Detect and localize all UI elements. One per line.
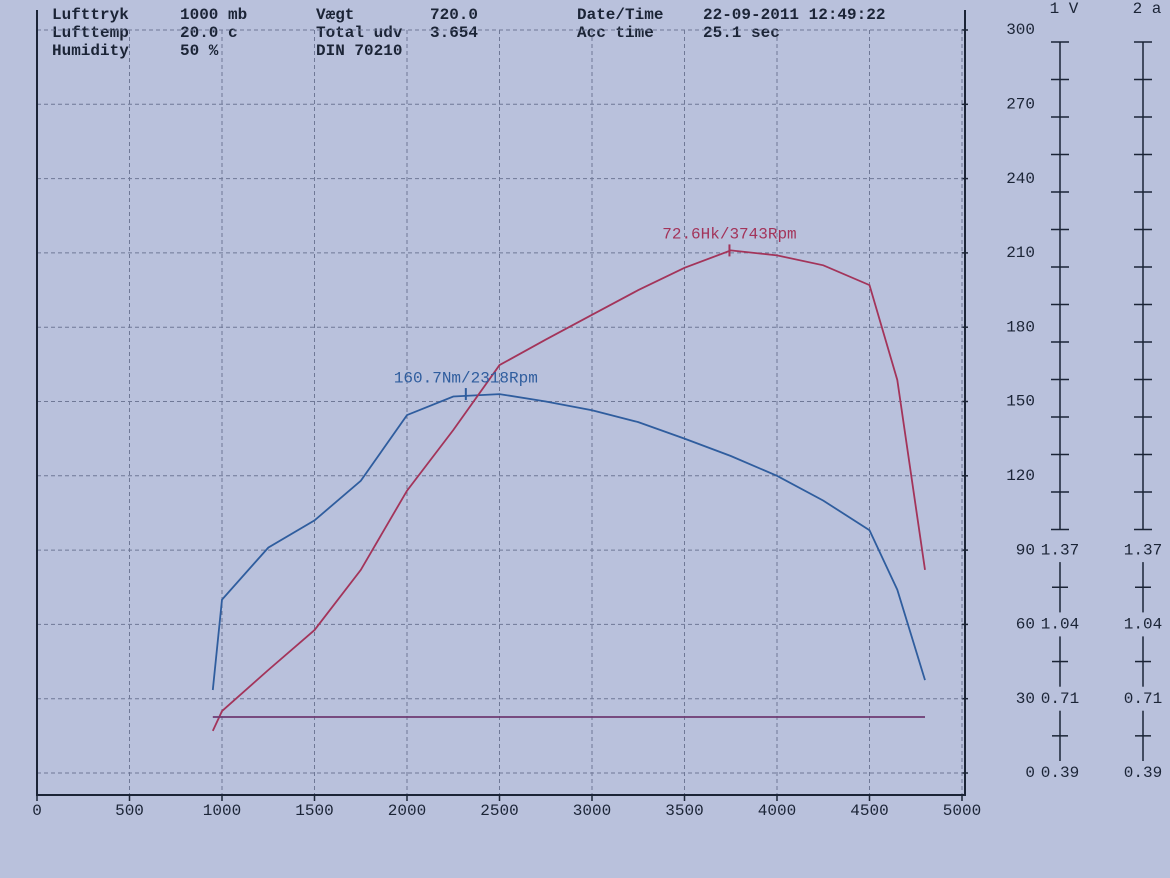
side-scale-label: 1.04 — [1124, 616, 1162, 634]
header-label: Humidity — [52, 42, 129, 60]
y-tick-label: 60 — [1016, 616, 1035, 634]
header-label: DIN 70210 — [316, 42, 402, 60]
y-tick-label: 240 — [1006, 170, 1035, 188]
side-scale-title: 1 V — [1050, 0, 1079, 18]
side-scale-label: 0.71 — [1124, 690, 1162, 708]
series-line — [211, 393, 926, 691]
side-scale-label: 1.04 — [1041, 616, 1079, 634]
series-line — [211, 249, 926, 732]
x-tick-label: 3000 — [573, 802, 611, 820]
side-scale-label: 1.37 — [1041, 541, 1079, 559]
header-label: Lufttryk — [52, 6, 129, 24]
side-scale-label: 0.39 — [1124, 764, 1162, 782]
header-value: 1000 mb — [180, 6, 247, 24]
header-label: Vægt — [316, 6, 354, 24]
plot-frame — [36, 10, 966, 796]
header-label: Acc time — [577, 24, 654, 42]
y-tick-label: 30 — [1016, 690, 1035, 708]
y-tick-label: 90 — [1016, 541, 1035, 559]
side-scale-label: 0.39 — [1041, 764, 1079, 782]
y-tick-label: 0 — [1025, 764, 1035, 782]
header-value: 50 % — [180, 42, 219, 60]
y-tick-label: 120 — [1006, 467, 1035, 485]
header-value: 20.0 c — [180, 24, 238, 42]
x-tick-label: 2000 — [388, 802, 426, 820]
header-value: 3.654 — [430, 24, 478, 42]
x-tick-label: 3500 — [665, 802, 703, 820]
x-tick-label: 0 — [32, 802, 42, 820]
x-tick-label: 1000 — [203, 802, 241, 820]
x-tick-label: 5000 — [943, 802, 981, 820]
y-tick-label: 300 — [1006, 21, 1035, 39]
side-scale-title: 2 a — [1133, 0, 1162, 18]
y-tick-label: 150 — [1006, 393, 1035, 411]
annotation-label: 72.6Hk/3743Rpm — [662, 226, 796, 244]
header-value: 25.1 sec — [703, 24, 780, 42]
x-tick-label: 1500 — [295, 802, 333, 820]
x-tick-label: 4500 — [850, 802, 888, 820]
x-tick-label: 2500 — [480, 802, 518, 820]
y-tick-label: 180 — [1006, 318, 1035, 336]
header-value: 22-09-2011 12:49:22 — [703, 6, 885, 24]
header-label: Total udv — [316, 24, 403, 42]
x-tick-label: 500 — [115, 802, 144, 820]
header-label: Lufttemp — [52, 24, 129, 42]
x-tick-label: 4000 — [758, 802, 796, 820]
side-scale-label: 1.37 — [1124, 541, 1162, 559]
annotation-label: 160.7Nm/2318Rpm — [394, 369, 538, 387]
header-value: 720.0 — [430, 6, 478, 24]
header-label: Date/Time — [577, 6, 663, 24]
side-scale-label: 0.71 — [1041, 690, 1079, 708]
y-tick-label: 210 — [1006, 244, 1035, 262]
y-tick-label: 270 — [1006, 96, 1035, 114]
